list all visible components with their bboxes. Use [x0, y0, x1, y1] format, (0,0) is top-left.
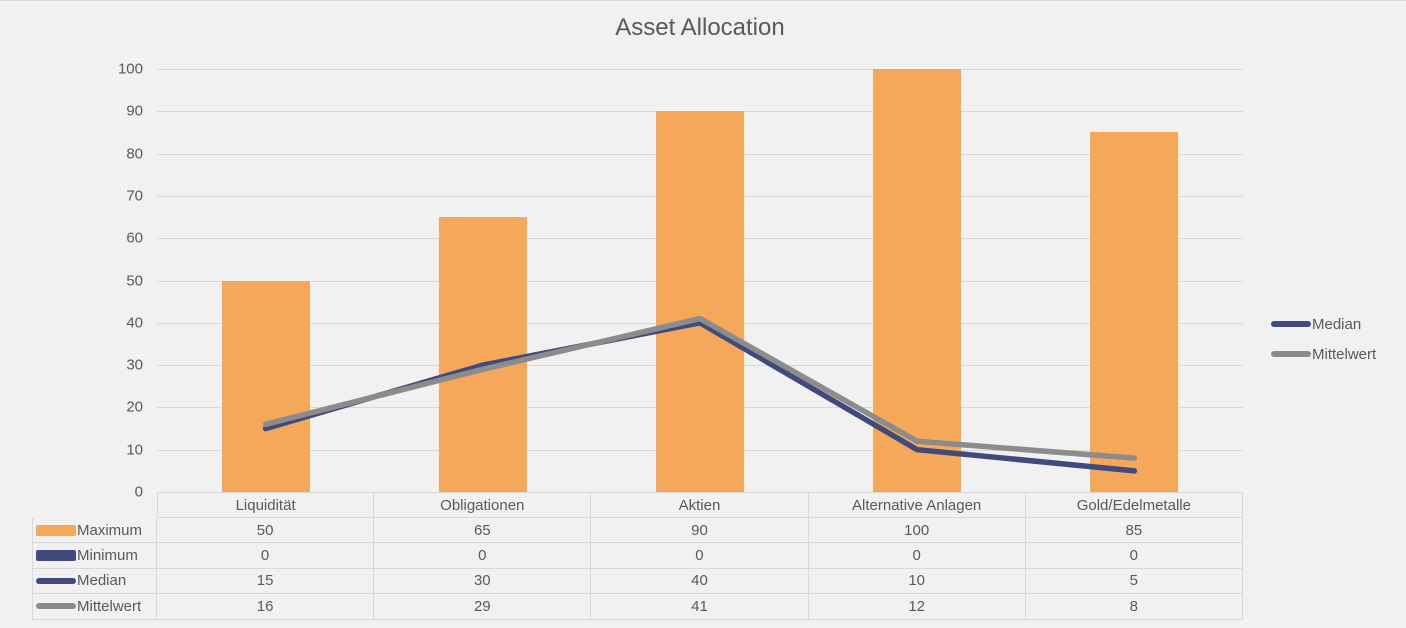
y-axis-tick-label: 90 — [126, 102, 143, 120]
bar-maximum-liquidit-t[interactable] — [221, 280, 310, 492]
table-row-maximum: Maximum 50 65 90 100 85 — [32, 518, 1243, 544]
legend-item-mittelwert[interactable]: Mittelwert — [1271, 339, 1376, 369]
chart-title: Asset Allocation — [615, 14, 785, 41]
row-label: Median — [77, 572, 127, 590]
y-axis-tick-label: 80 — [126, 145, 143, 163]
bar-maximum-obligationen[interactable] — [438, 217, 527, 492]
bar-maximum-aktien[interactable] — [656, 111, 744, 492]
table-row-mittelwert: Mittelwert 16 29 41 12 8 — [32, 594, 1243, 620]
row-header-median: Median — [32, 568, 157, 594]
row-label: Minimum — [77, 547, 138, 565]
gridline — [157, 69, 1243, 70]
legend: Median Mittelwert — [1271, 309, 1376, 369]
table-cell: 5 — [1026, 568, 1243, 594]
legend-item-median[interactable]: Median — [1271, 309, 1376, 339]
category-header: Liquidität — [157, 493, 375, 517]
table-cell: 41 — [591, 594, 809, 619]
table-cell: 85 — [1026, 518, 1243, 543]
category-header: Alternative Anlagen — [809, 493, 1026, 517]
y-axis-tick-label: 50 — [126, 272, 143, 289]
mittelwert-line-swatch-icon — [36, 603, 76, 610]
table-row-minimum: Minimum 0 0 0 0 0 — [32, 543, 1243, 569]
table-cell: 12 — [809, 594, 1026, 619]
y-axis-tick-label: 20 — [126, 398, 143, 416]
y-axis-tick-label: 100 — [117, 60, 143, 78]
y-axis-tick-label: 60 — [126, 229, 143, 247]
category-header: Gold/Edelmetalle — [1026, 493, 1243, 517]
row-header-minimum: Minimum — [32, 543, 157, 568]
category-header: Obligationen — [374, 493, 592, 517]
table-cell: 30 — [374, 568, 592, 594]
table-cell: 40 — [591, 568, 809, 594]
median-line-swatch-icon — [36, 577, 76, 584]
mittelwert-line-icon — [1271, 351, 1311, 357]
y-axis-tick-label: 10 — [126, 441, 143, 459]
y-axis-tick-label: 30 — [126, 356, 143, 374]
table-cell: 65 — [374, 518, 592, 543]
y-axis: 0 10 20 30 40 50 60 70 80 90 100 — [0, 1, 143, 628]
table-row-median: Median 15 30 40 10 5 — [32, 568, 1243, 595]
row-label: Maximum — [77, 521, 143, 539]
table-cell: 0 — [157, 543, 375, 568]
median-line-icon — [1271, 321, 1311, 327]
table-cell: 15 — [157, 568, 375, 594]
table-cell: 50 — [157, 518, 375, 543]
legend-label-median: Median — [1312, 315, 1362, 333]
table-cell: 0 — [1026, 543, 1243, 568]
table-cell: 10 — [809, 568, 1026, 594]
y-axis-tick-label: 40 — [126, 314, 143, 332]
table-cell: 0 — [374, 543, 592, 568]
y-axis-tick-label: 0 — [134, 483, 143, 501]
data-table: Liquidität Obligationen Aktien Alternati… — [32, 492, 1243, 620]
table-cell: 0 — [809, 543, 1026, 568]
category-header-row: Liquidität Obligationen Aktien Alternati… — [157, 492, 1243, 518]
bar-maximum-alternative-anlagen[interactable] — [873, 69, 962, 492]
table-cell: 8 — [1026, 594, 1243, 619]
minimum-bar-swatch-icon — [36, 550, 76, 562]
table-cell: 100 — [809, 518, 1026, 543]
line-mittelwert[interactable] — [262, 315, 1138, 461]
line-series-overlay[interactable] — [157, 69, 1243, 492]
plot-area[interactable] — [157, 69, 1243, 493]
row-header-maximum: Maximum — [32, 518, 157, 543]
legend-label-mittelwert: Mittelwert — [1312, 345, 1377, 363]
table-cell: 0 — [591, 543, 809, 568]
maximum-bar-swatch-icon — [36, 524, 76, 536]
row-header-mittelwert: Mittelwert — [32, 594, 157, 619]
row-label: Mittelwert — [77, 597, 142, 615]
table-cell: 16 — [157, 594, 375, 619]
category-header: Aktien — [591, 493, 809, 517]
bar-maximum-gold-edelmetalle[interactable] — [1090, 132, 1179, 492]
table-cell: 29 — [374, 594, 592, 619]
y-axis-tick-label: 70 — [126, 187, 143, 205]
table-cell: 90 — [591, 518, 809, 543]
